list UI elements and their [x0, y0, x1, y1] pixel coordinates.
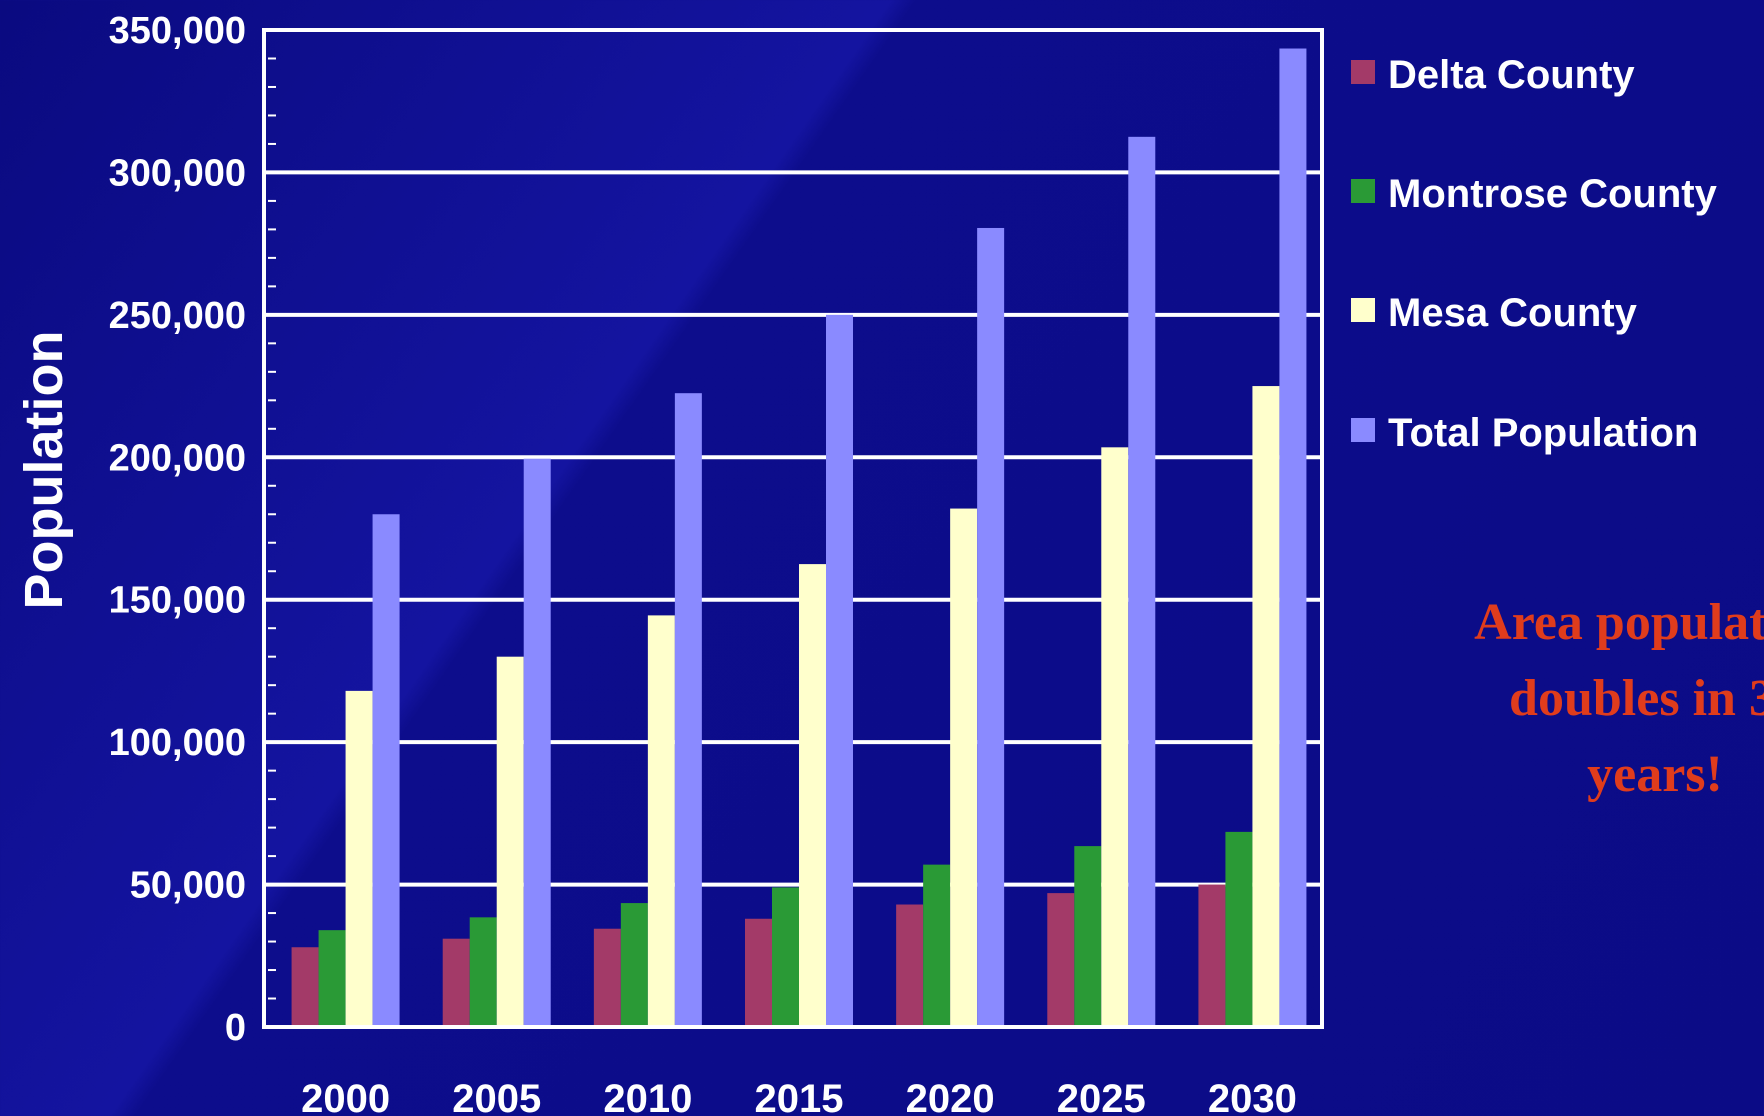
plot-frame: [262, 28, 1324, 1029]
bar-mesa-county-2000: [345, 690, 373, 1025]
bar-montrose-county-2015: [772, 887, 799, 1025]
legend-swatch: [1351, 418, 1375, 442]
bar-total-population-2025: [1128, 136, 1156, 1026]
legend-label: Delta County: [1388, 53, 1635, 97]
bar-delta-county-2010: [593, 928, 621, 1025]
x-tick-label: 2030: [1208, 1077, 1297, 1116]
y-tick-label: 350,000: [109, 10, 246, 52]
bar-mesa-county-2030: [1252, 386, 1280, 1026]
bars: [291, 48, 1307, 1026]
x-tick-label: 2020: [906, 1077, 995, 1116]
legend: Delta County Montrose County Mesa County To…: [1351, 53, 1718, 455]
bar-total-population-2030: [1279, 48, 1307, 1026]
legend-label: Mesa County: [1388, 291, 1638, 335]
bar-montrose-county-2030: [1225, 831, 1253, 1025]
bar-mesa-county-2015: [799, 564, 826, 1025]
y-tick-label: 300,000: [109, 152, 246, 194]
bar-delta-county-2005: [442, 938, 470, 1025]
annotation-text: Area population doubles in 30 years!: [1474, 594, 1764, 803]
y-tick-label: 250,000: [109, 295, 246, 337]
bar-total-population-2020: [977, 227, 1005, 1025]
bar-montrose-county-2005: [469, 917, 497, 1025]
y-tick-label: 0: [225, 1007, 246, 1049]
x-tick-label: 2025: [1057, 1077, 1146, 1116]
y-tick-labels: 0 50,000 100,000 150,000 200,000 250,000 300,0…: [109, 10, 246, 1049]
x-tick-label: 2015: [755, 1077, 844, 1116]
bar-delta-county-2020: [896, 904, 924, 1025]
bar-montrose-county-2000: [318, 930, 346, 1025]
legend-swatch: [1351, 298, 1375, 322]
bar-total-population-2015: [826, 314, 853, 1025]
x-tick-labels: 2000 2005 2010 2015 2020 2025 2030: [301, 1077, 1297, 1116]
bar-delta-county-2025: [1047, 893, 1075, 1025]
y-tick-label: 150,000: [109, 580, 246, 622]
y-axis-label: Population: [14, 331, 74, 610]
y-tick-label: 50,000: [130, 865, 246, 907]
x-tick-label: 2000: [301, 1077, 390, 1116]
bar-total-population-2010: [674, 393, 702, 1025]
bar-mesa-county-2025: [1101, 447, 1129, 1026]
bar-mesa-county-2010: [647, 615, 675, 1025]
bar-delta-county-2000: [291, 947, 319, 1025]
legend-swatch: [1351, 179, 1375, 203]
bar-mesa-county-2005: [496, 656, 524, 1025]
bar-total-population-2005: [523, 458, 551, 1026]
bar-montrose-county-2020: [923, 864, 951, 1025]
y-tick-label: 100,000: [109, 722, 246, 764]
bar-delta-county-2030: [1198, 884, 1226, 1025]
gridlines: [262, 28, 1324, 1029]
legend-swatch: [1351, 60, 1375, 84]
bar-total-population-2000: [372, 514, 400, 1025]
x-tick-label: 2010: [603, 1077, 692, 1116]
y-tick-label: 200,000: [109, 437, 246, 479]
bar-montrose-county-2010: [620, 903, 648, 1025]
legend-label: Montrose County: [1388, 172, 1718, 216]
bar-montrose-county-2025: [1074, 846, 1102, 1025]
x-tick-label: 2005: [452, 1077, 541, 1116]
bar-mesa-county-2020: [950, 508, 978, 1025]
bar-delta-county-2015: [745, 918, 772, 1025]
legend-label: Total Population: [1388, 411, 1698, 455]
